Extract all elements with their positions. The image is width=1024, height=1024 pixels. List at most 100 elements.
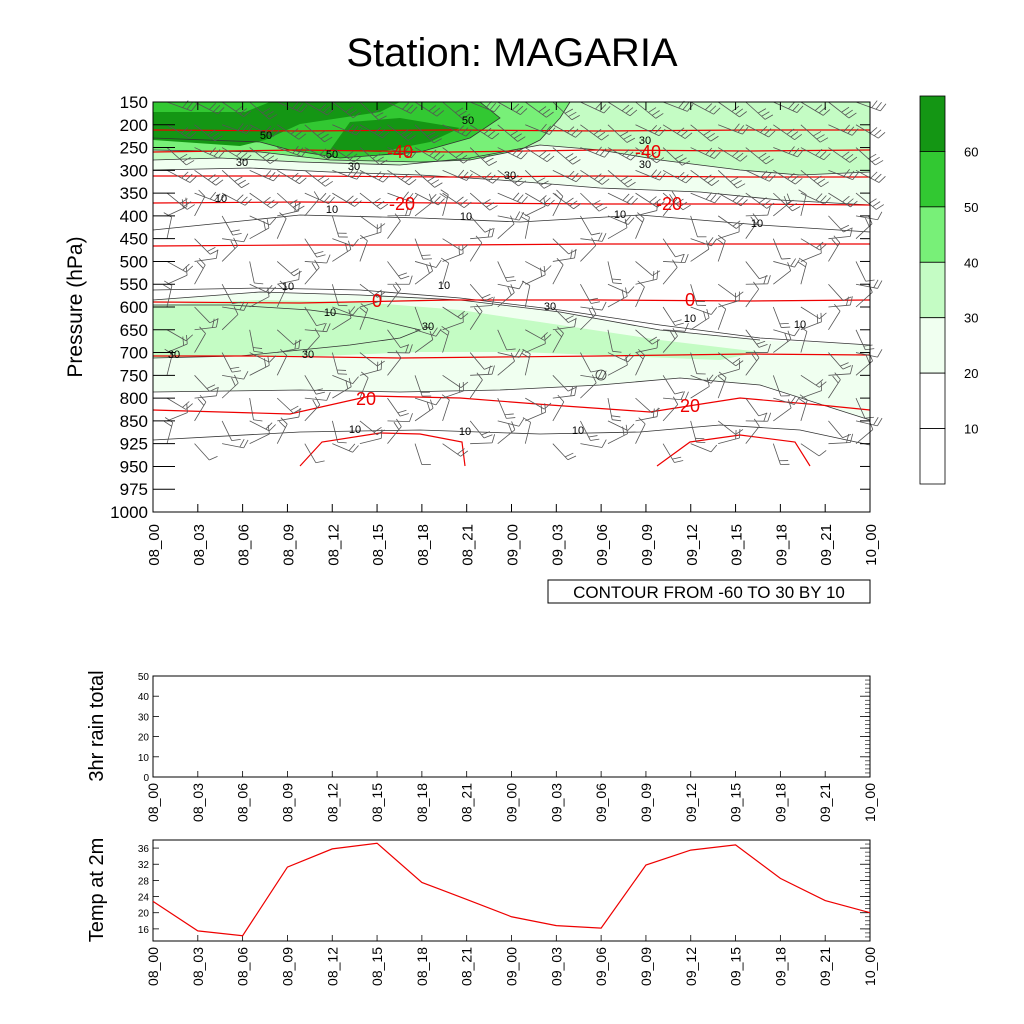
wind-barb-tick	[262, 152, 271, 159]
wind-barb-tick	[832, 375, 839, 384]
wind-barb-tick	[427, 176, 436, 182]
wind-barb-tick	[316, 323, 326, 327]
y-tick-label: 0	[143, 773, 149, 784]
wind-barb-tick	[707, 374, 714, 383]
wind-barb-tick	[186, 160, 195, 166]
wind-barb-tick	[348, 443, 356, 451]
wind-barb-staff	[552, 257, 575, 262]
wind-barb-tick	[489, 102, 497, 111]
wind-barb-tick	[819, 312, 827, 319]
wind-barb-tick	[875, 160, 884, 166]
wind-barb-staff	[194, 264, 206, 285]
wind-barb-tick	[675, 154, 684, 160]
wind-barb-tick	[625, 107, 634, 114]
wind-barb-tick	[767, 412, 772, 422]
wind-barb-tick	[758, 344, 768, 348]
wind-barb-tick	[186, 101, 193, 110]
wind-barb-tick	[430, 135, 439, 140]
wind-barb-tick	[706, 308, 710, 318]
wind-barb-staff	[552, 238, 569, 255]
wind-barb-tick	[680, 129, 689, 137]
wind-barb-staff	[221, 215, 234, 236]
wind-contour-label: 30	[236, 157, 248, 169]
wind-barb-tick	[540, 267, 543, 277]
wind-barb-tick	[507, 286, 512, 296]
wind-barb-tick	[540, 123, 547, 132]
wind-barb-staff	[276, 261, 295, 277]
wind-barb-tick	[675, 198, 684, 205]
wind-barb-tick	[491, 227, 495, 237]
colorbar-box	[919, 206, 946, 263]
wind-barb-staff	[222, 238, 244, 243]
wind-barb-tick	[345, 151, 354, 158]
wind-barb-tick	[266, 155, 275, 162]
wind-barb-staff	[607, 420, 628, 431]
wind-barb-tick	[440, 257, 449, 264]
wind-barb-tick	[538, 150, 547, 157]
colorbar-box	[919, 428, 946, 485]
x-tick-label: 09_18	[772, 947, 788, 986]
wind-barb-tick	[406, 148, 414, 157]
wind-barb-tick	[652, 271, 655, 281]
wind-barb-tick	[794, 133, 803, 141]
wind-contour-label: 10	[794, 319, 806, 331]
wind-barb-tick	[591, 374, 597, 384]
wind-barb-tick	[323, 194, 331, 203]
colorbar-label: 50	[964, 200, 978, 215]
wind-barb-tick	[371, 108, 381, 114]
y-tick-label: 40	[138, 692, 150, 703]
wind-barb-tick	[510, 352, 515, 362]
wind-barb-staff	[690, 420, 697, 443]
wind-barb-tick	[757, 108, 767, 114]
wind-barb-tick	[244, 198, 252, 206]
wind-barb-tick	[834, 372, 841, 380]
x-tick-label: 08_06	[235, 947, 251, 986]
wind-contour-label: 30	[348, 161, 360, 173]
wind-barb-tick	[520, 152, 528, 160]
wind-barb-staff	[607, 364, 628, 376]
wind-barb-tick	[337, 441, 347, 444]
wind-barb-staff	[580, 382, 597, 399]
wind-barb-tick	[655, 113, 664, 119]
wind-contour-label: 10	[460, 211, 472, 223]
wind-barb-staff	[414, 339, 434, 353]
wind-contour-line-9	[152, 424, 871, 446]
wind-barb-tick	[347, 124, 354, 132]
rain-frame	[152, 675, 871, 778]
wind-barb-tick	[735, 429, 744, 435]
wind-barb-tick	[481, 293, 491, 299]
wind-barb-tick	[672, 456, 682, 460]
wind-barb-tick	[397, 409, 407, 414]
wind-barb-tick	[542, 153, 551, 160]
wind-barb-tick	[318, 104, 327, 111]
wind-barb-staff	[635, 286, 645, 308]
wind-barb-tick	[517, 194, 524, 202]
wind-barb-tick	[457, 169, 465, 178]
temp-contour-line-7	[152, 395, 871, 415]
wind-barb-tick	[656, 201, 658, 211]
wind-barb-tick	[845, 109, 853, 116]
wind-barb-tick	[601, 134, 609, 141]
wind-barb-tick	[429, 262, 433, 272]
wind-barb-tick	[186, 334, 188, 344]
wind-barb-tick	[265, 284, 273, 293]
wind-barb-staff	[304, 267, 320, 285]
x-tick-label: 08_21	[459, 783, 475, 822]
wind-barb-staff	[332, 443, 353, 453]
wind-barb-tick	[492, 177, 500, 184]
wind-barb-tick	[516, 105, 524, 113]
wind-barb-tick	[851, 128, 859, 136]
wind-barb-tick	[207, 246, 216, 252]
wind-barb-staff	[442, 262, 450, 285]
wind-barb-tick	[360, 234, 368, 242]
wind-barb-staff	[800, 252, 822, 262]
wind-barb-staff	[580, 245, 596, 262]
wind-barb-tick	[654, 126, 662, 135]
wind-barb-tick	[652, 154, 661, 161]
wind-barb-tick	[348, 306, 356, 314]
temp-series	[152, 842, 871, 937]
wind-barb-staff	[470, 442, 493, 445]
wind-barb-tick	[508, 423, 513, 433]
wind-barb-tick	[849, 227, 853, 237]
wind-barb-staff	[469, 420, 485, 439]
